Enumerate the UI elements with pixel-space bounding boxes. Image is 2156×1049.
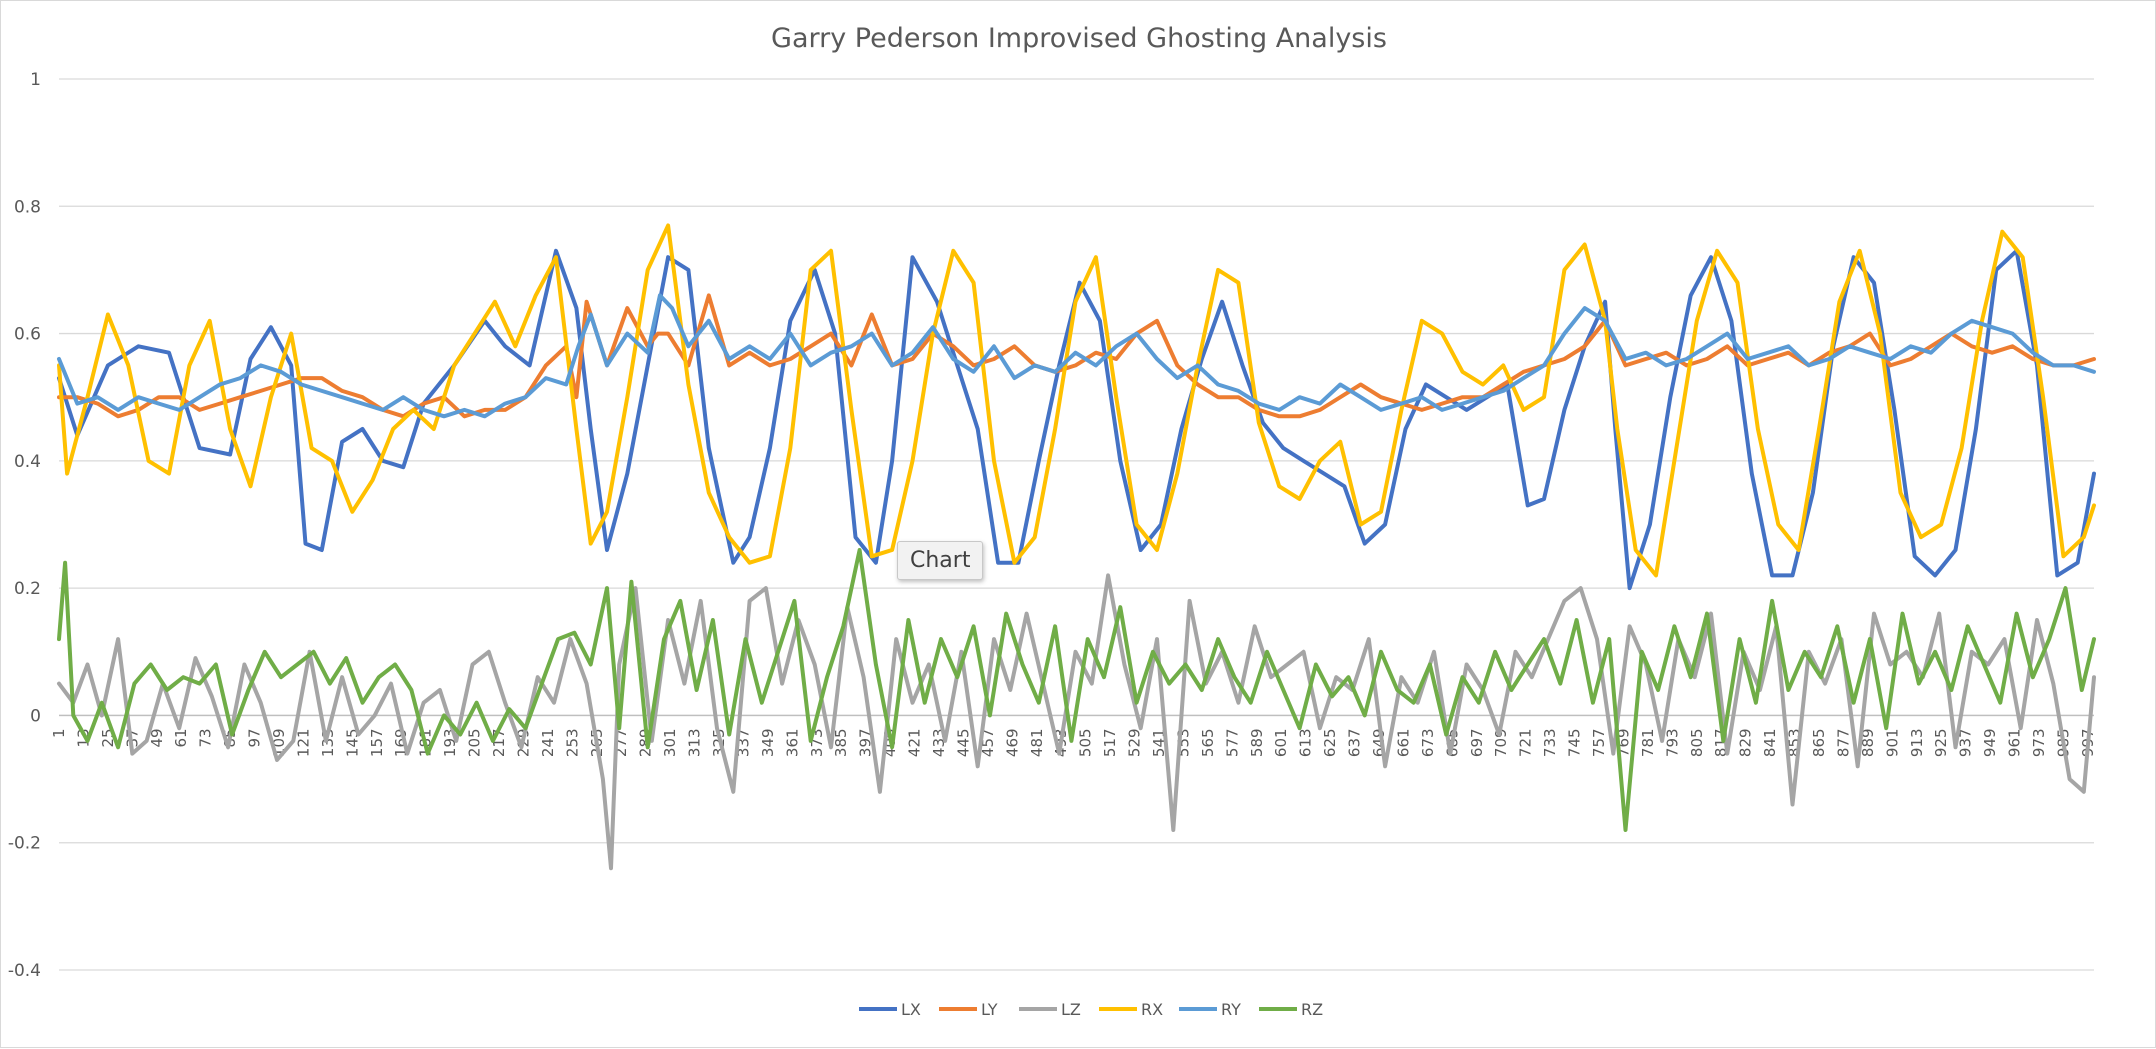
legend-label-lz: LZ — [1061, 1000, 1081, 1019]
x-tick-label: 721 — [1517, 728, 1535, 757]
series-line-ly[interactable] — [57, 293, 2096, 419]
x-tick-label: 697 — [1468, 728, 1486, 757]
x-tick-label: 241 — [539, 728, 557, 757]
x-tick-label: 61 — [172, 728, 190, 747]
x-tick-label: 529 — [1126, 728, 1144, 757]
x-tick-label: 889 — [1859, 728, 1877, 757]
x-tick-label: 613 — [1297, 728, 1315, 757]
x-tick-label: 1 — [50, 728, 68, 738]
x-tick-label: 121 — [294, 728, 312, 757]
y-tick-label: 0.8 — [14, 197, 41, 217]
legend-label-ly: LY — [981, 1000, 998, 1019]
x-tick-label: 949 — [1981, 728, 1999, 757]
y-tick-label: -0.2 — [8, 834, 41, 854]
x-axis: 1 13 25 37 49 61 73 85 97 109 121 133 145 157 169 181 19… — [50, 714, 2097, 757]
x-tick-label: 829 — [1737, 728, 1755, 757]
y-tick-label: 0.6 — [14, 325, 41, 345]
x-tick-label: 661 — [1394, 728, 1412, 757]
x-tick-label: 205 — [466, 728, 484, 757]
x-tick-label: 601 — [1272, 728, 1290, 757]
series-line-rz[interactable] — [57, 548, 2096, 832]
x-tick-label: 469 — [1003, 728, 1021, 757]
y-tick-label: -0.4 — [8, 961, 41, 981]
x-tick-label: 589 — [1248, 728, 1266, 757]
x-tick-label: 793 — [1663, 728, 1681, 757]
x-tick-label: 901 — [1883, 728, 1901, 757]
plot-area[interactable] — [57, 223, 2096, 871]
x-tick-label: 445 — [954, 728, 972, 757]
legend-label-ry: RY — [1221, 1000, 1241, 1019]
x-tick-label: 577 — [1223, 728, 1241, 757]
series-line-ry[interactable] — [57, 293, 2096, 419]
x-tick-label: 421 — [906, 728, 924, 757]
y-tick-label: 0 — [30, 706, 41, 726]
x-tick-label: 361 — [783, 728, 801, 757]
x-tick-label: 913 — [1908, 728, 1926, 757]
x-tick-label: 625 — [1321, 728, 1339, 757]
x-tick-label: 841 — [1761, 728, 1779, 757]
x-tick-label: 745 — [1566, 728, 1584, 757]
x-tick-label: 385 — [832, 728, 850, 757]
x-tick-label: 673 — [1419, 728, 1437, 757]
x-tick-label: 349 — [759, 728, 777, 757]
y-tick-label: 0.4 — [14, 452, 41, 472]
chart-tooltip: Chart — [897, 541, 984, 580]
x-tick-label: 481 — [1028, 728, 1046, 757]
x-tick-label: 865 — [1810, 728, 1828, 757]
x-tick-label: 637 — [1346, 728, 1364, 757]
legend-label-rx: RX — [1141, 1000, 1163, 1019]
x-tick-label: 973 — [2030, 728, 2048, 757]
gridlines — [59, 78, 2094, 971]
x-tick-label: 757 — [1590, 728, 1608, 757]
x-tick-label: 877 — [1834, 728, 1852, 757]
y-axis: -0.4 -0.2 0 0.2 0.4 0.6 0.8 1 — [8, 70, 41, 981]
series-line-lz[interactable] — [57, 573, 2096, 871]
x-tick-label: 925 — [1932, 728, 1950, 757]
x-tick-label: 517 — [1101, 728, 1119, 757]
x-tick-label: 301 — [661, 728, 679, 757]
x-tick-label: 937 — [1957, 728, 1975, 757]
x-tick-label: 709 — [1492, 728, 1510, 757]
x-tick-label: 805 — [1688, 728, 1706, 757]
x-tick-label: 733 — [1541, 728, 1559, 757]
y-tick-label: 0.2 — [14, 579, 41, 599]
x-tick-label: 961 — [2006, 728, 2024, 757]
series-line-rx[interactable] — [57, 223, 2096, 578]
legend-label-lx: LX — [901, 1000, 921, 1019]
y-tick-label: 1 — [30, 70, 41, 90]
x-tick-label: 49 — [148, 728, 166, 747]
chart-title: Garry Pederson Improvised Ghosting Analy… — [771, 23, 1387, 54]
x-tick-label: 253 — [563, 728, 581, 757]
x-tick-label: 565 — [1199, 728, 1217, 757]
legend[interactable]: LX LY LZ RX RY RZ — [859, 1000, 1323, 1019]
x-tick-label: 781 — [1639, 728, 1657, 757]
x-tick-label: 97 — [246, 728, 264, 747]
x-tick-label: 313 — [686, 728, 704, 757]
x-tick-label: 157 — [368, 728, 386, 757]
x-tick-label: 505 — [1077, 728, 1095, 757]
legend-label-rz: RZ — [1301, 1000, 1323, 1019]
series-line-lx[interactable] — [57, 248, 2096, 591]
x-tick-label: 73 — [197, 728, 215, 747]
